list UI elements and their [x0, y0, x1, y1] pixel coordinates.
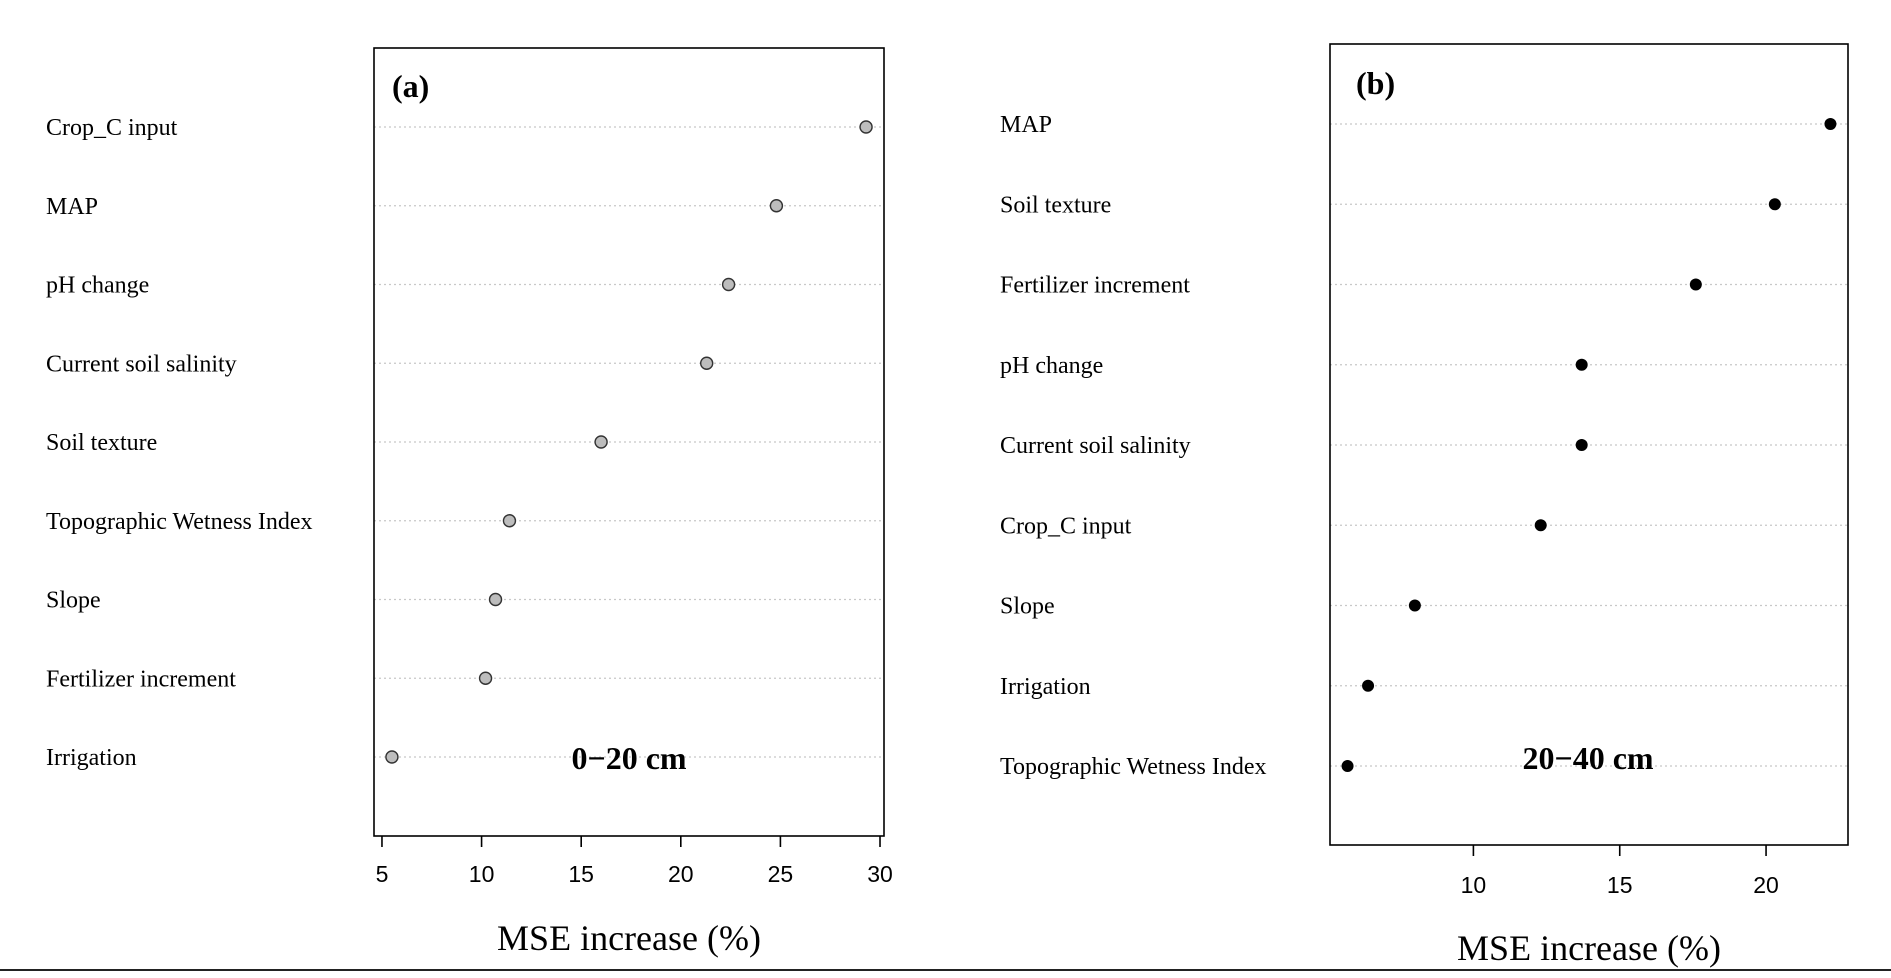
category-label: Topographic Wetness Index: [46, 509, 313, 535]
data-point: [699, 356, 714, 370]
plot-frame: [1329, 43, 1849, 846]
x-axis-label: MSE increase (%): [497, 918, 761, 958]
data-point: [385, 750, 399, 764]
data-point: [488, 592, 503, 607]
category-label: Soil texture: [46, 430, 157, 456]
data-point: [1689, 278, 1702, 291]
data-point: [859, 120, 873, 134]
data-point: [769, 199, 784, 213]
category-label: Current soil salinity: [1000, 433, 1191, 459]
category-label: pH change: [46, 273, 149, 299]
data-point: [1575, 439, 1588, 451]
x-tick-label: 25: [768, 861, 794, 887]
category-label: Irrigation: [46, 745, 137, 771]
category-label: Fertilizer increment: [46, 666, 236, 692]
data-point: [502, 514, 517, 528]
bottom-rule: [0, 969, 1891, 971]
category-label: Current soil salinity: [46, 351, 237, 377]
category-label: Slope: [1000, 594, 1055, 620]
data-point: [478, 671, 493, 685]
category-label: Irrigation: [1000, 674, 1091, 700]
plot-frame: [373, 47, 885, 837]
x-tick-label: 5: [376, 861, 389, 887]
data-point: [1534, 519, 1547, 532]
data-point: [1768, 198, 1781, 211]
category-label: MAP: [46, 194, 98, 220]
category-label: Fertilizer increment: [1000, 273, 1190, 299]
x-tick-label: 20: [1753, 872, 1779, 898]
category-label: Crop_C input: [46, 115, 178, 141]
panel-label: (a): [392, 68, 429, 104]
category-label: Slope: [46, 588, 101, 614]
data-point: [1362, 679, 1375, 692]
panel-label: (b): [1356, 65, 1395, 101]
data-point: [1824, 118, 1837, 130]
x-tick-label: 15: [1607, 872, 1633, 898]
data-point: [721, 277, 736, 292]
x-axis-label: MSE increase (%): [1457, 928, 1721, 968]
x-tick-label: 30: [867, 861, 893, 887]
category-label: Topographic Wetness Index: [1000, 754, 1267, 780]
category-label: MAP: [1000, 112, 1052, 138]
depth-annotation: 20−40 cm: [1522, 740, 1653, 776]
depth-annotation: 0−20 cm: [571, 740, 686, 776]
x-tick-label: 10: [1461, 872, 1487, 898]
category-label: Crop_C input: [1000, 513, 1132, 539]
data-point: [594, 435, 608, 449]
data-point: [1575, 358, 1588, 371]
category-label: pH change: [1000, 353, 1103, 379]
category-label: Soil texture: [1000, 192, 1111, 218]
x-tick-label: 10: [469, 861, 495, 887]
data-point: [1341, 760, 1354, 772]
x-tick-label: 20: [668, 861, 694, 887]
data-point: [1408, 599, 1421, 612]
x-tick-label: 15: [568, 861, 594, 887]
